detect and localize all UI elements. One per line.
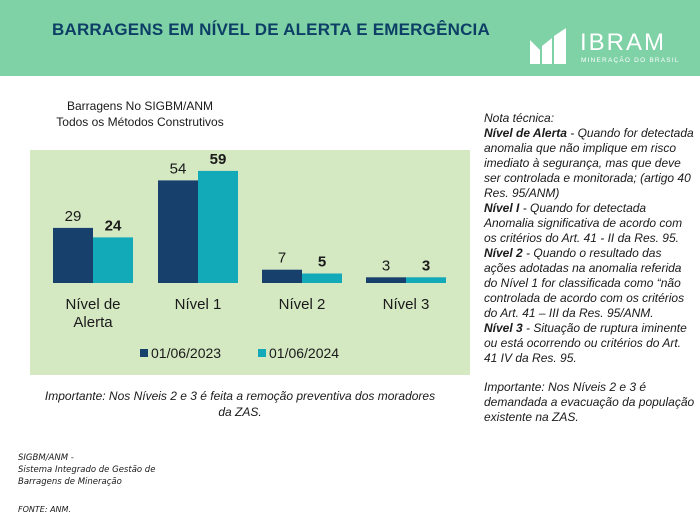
note-n1: Nível I - Quando for detectada Anomalia …	[484, 201, 696, 246]
value-label-2024-0: 24	[105, 217, 122, 234]
bar-2024-1	[198, 170, 238, 283]
note-n3: Nível 3 - Situação de ruptura iminente o…	[484, 321, 696, 366]
value-label-2023-3: 3	[382, 257, 390, 274]
note-n2: Nível 2 - Quando o resultado das ações a…	[484, 246, 696, 321]
bar-2024-0	[93, 237, 133, 283]
note-alerta-label: Nível de Alerta	[484, 126, 567, 140]
important-note-left: Importante: Nos Níveis 2 e 3 é feita a r…	[44, 389, 436, 419]
note-n1-label: Nível I	[484, 201, 520, 215]
note-n2-text: - Quando o resultado das ações adotadas …	[484, 246, 685, 320]
legend-label-1: 01/06/2024	[269, 345, 339, 361]
bar-chart-svg: 29 54 7 3 24 59 5 3 Nível de Alerta Nível 1 Nível 2…	[53, 151, 446, 361]
source-line3: Barragens de Mineração	[18, 477, 122, 487]
bar-2023-3	[366, 277, 406, 283]
bar-2024-3	[406, 277, 446, 283]
note-n3-text: - Situação de ruptura iminente ou está o…	[484, 321, 687, 365]
notes-heading: Nota técnica:	[484, 111, 555, 125]
bar-chart: 29 54 7 3 24 59 5 3 Nível de Alerta Nível 1 Nível 2…	[30, 150, 470, 375]
note-n3-label: Nível 3	[484, 321, 523, 335]
source-fonte: FONTE: ANM.	[18, 505, 71, 514]
note-alerta: Nível de Alerta - Quando for detectada a…	[484, 126, 696, 201]
bar-2023-0	[53, 227, 93, 283]
chart-caption: Barragens No SIGBM/ANM Todos os Métodos …	[30, 98, 250, 130]
bar-2024-2	[302, 273, 342, 283]
notes-important: Importante: Nos Níveis 2 e 3 é demandada…	[484, 380, 695, 424]
note-n1-text: - Quando for detectada Anomalia signific…	[484, 201, 683, 245]
note-alerta-text: - Quando for detectada anomalia que não …	[484, 126, 694, 200]
category-label-2: Nível 2	[279, 296, 326, 313]
category-label-3: Nível 3	[383, 296, 430, 313]
value-label-2024-2: 5	[318, 254, 326, 271]
chart-caption-line1: Barragens No SIGBM/ANM	[66, 99, 214, 113]
value-label-2024-1: 59	[210, 151, 227, 168]
ibram-logo-icon	[530, 28, 566, 64]
value-label-2023-2: 7	[278, 250, 286, 267]
chart-caption-line2: Todos os Métodos Construtivos	[56, 115, 224, 129]
source-description: SIGBM/ANM - Sistema Integrado de Gestão …	[18, 452, 238, 488]
source-line2: Sistema Integrado de Gestão de	[18, 465, 156, 475]
value-label-2023-0: 29	[65, 208, 82, 225]
legend-label-0: 01/06/2023	[151, 345, 221, 361]
category-label-1: Nível 1	[175, 296, 222, 313]
note-n2-label: Nível 2	[484, 246, 523, 260]
page-title: BARRAGENS EM NÍVEL DE ALERTA E EMERGÊNCI…	[52, 20, 490, 39]
header-banner: BARRAGENS EM NÍVEL DE ALERTA E EMERGÊNCI…	[0, 0, 700, 76]
ibram-logo: IBRAM MINERAÇÃO DO BRASIL	[528, 26, 688, 70]
source-line1: SIGBM/ANM -	[18, 453, 74, 463]
bar-2023-1	[158, 180, 198, 283]
legend-swatch-0	[140, 349, 148, 357]
logo-subtitle: MINERAÇÃO DO BRASIL	[581, 57, 680, 64]
category-label-0: Nível de Alerta	[65, 296, 120, 331]
value-label-2024-3: 3	[422, 257, 430, 274]
bar-2023-2	[262, 269, 302, 283]
value-label-2023-1: 54	[170, 160, 187, 177]
logo-text: IBRAM	[580, 29, 667, 56]
legend-swatch-1	[258, 349, 266, 357]
technical-notes: Nota técnica: Nível de Alerta - Quando f…	[484, 111, 696, 425]
